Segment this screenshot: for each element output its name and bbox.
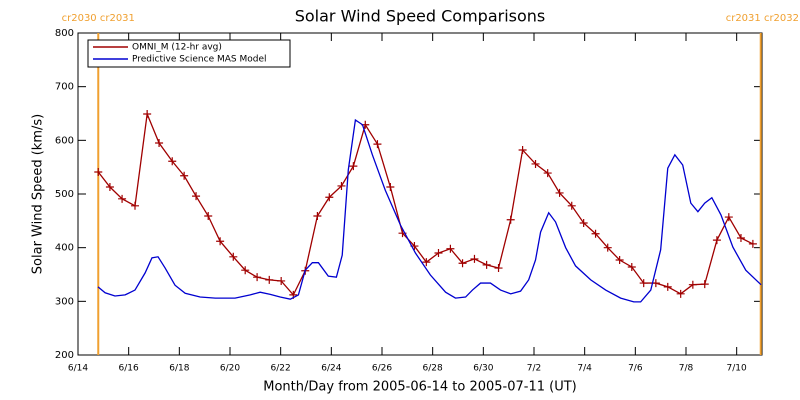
marker	[241, 266, 250, 275]
x-tick-label: 6/26	[372, 364, 392, 374]
y-tick-label: 400	[55, 243, 74, 254]
marker	[458, 259, 467, 268]
marker	[373, 140, 382, 149]
series-line	[97, 118, 762, 303]
marker	[131, 201, 139, 210]
x-tick-label: 6/20	[220, 364, 240, 374]
boundary-label: cr2031 cr2032	[726, 13, 799, 24]
marker	[313, 212, 322, 221]
marker	[748, 239, 757, 248]
marker	[277, 276, 286, 285]
x-tick-label: 7/6	[628, 364, 643, 374]
marker	[712, 236, 721, 245]
marker	[615, 256, 624, 265]
marker	[143, 110, 152, 119]
marker	[105, 183, 114, 192]
boundary-label: cr2030 cr2031	[62, 13, 135, 24]
legend-box	[87, 39, 291, 68]
marker	[482, 260, 491, 269]
x-tick-label: 7/8	[679, 364, 694, 374]
marker	[567, 201, 576, 210]
marker	[337, 181, 346, 190]
x-tick-label: 6/24	[321, 364, 341, 374]
marker	[555, 188, 564, 197]
y-tick-label: 200	[55, 350, 74, 361]
marker	[676, 289, 685, 298]
marker	[422, 258, 431, 267]
marker	[579, 218, 588, 227]
y-tick-label: 700	[55, 82, 74, 93]
marker	[118, 194, 127, 203]
x-axis-label: Month/Day from 2005-06-14 to 2005-07-11 …	[263, 380, 576, 395]
marker	[168, 157, 177, 166]
x-tick-label: 6/22	[271, 364, 291, 374]
marker	[446, 244, 455, 253]
x-tick-label: 7/2	[527, 364, 541, 374]
marker	[155, 139, 164, 148]
marker	[736, 234, 745, 243]
marker	[470, 254, 479, 263]
x-tick-label: 6/28	[423, 364, 443, 374]
marker	[253, 273, 262, 282]
x-tick-label: 6/14	[68, 364, 88, 374]
marker	[325, 193, 334, 202]
y-axis-label: Solar Wind Speed (km/s)	[31, 114, 46, 274]
marker	[663, 282, 672, 291]
marker	[180, 171, 189, 180]
marker	[94, 167, 103, 176]
marker	[627, 262, 636, 271]
marker	[192, 192, 201, 201]
marker	[700, 280, 709, 289]
x-tick-label: 6/16	[119, 364, 139, 374]
marker	[349, 162, 358, 171]
y-tick-label: 800	[55, 28, 74, 39]
marker	[386, 183, 395, 192]
marker	[639, 279, 648, 288]
chart-title: Solar Wind Speed Comparisons	[295, 7, 546, 26]
marker	[204, 212, 213, 221]
marker	[434, 249, 443, 258]
x-tick-label: 6/30	[473, 364, 493, 374]
legend-label: OMNI_M (12-hr avg)	[132, 43, 222, 53]
marker	[229, 252, 238, 261]
marker	[265, 275, 274, 284]
marker	[216, 237, 225, 246]
marker	[724, 213, 733, 222]
marker	[591, 229, 600, 238]
marker	[531, 159, 540, 168]
x-tick-label: 7/4	[577, 364, 592, 374]
marker	[543, 169, 552, 178]
marker	[506, 215, 515, 224]
marker	[651, 279, 660, 288]
marker	[518, 145, 527, 154]
marker	[688, 280, 697, 289]
y-tick-label: 500	[55, 189, 74, 200]
y-tick-label: 600	[55, 135, 74, 146]
x-tick-label: 7/10	[727, 364, 747, 374]
x-tick-label: 6/18	[169, 364, 189, 374]
y-tick-label: 300	[55, 296, 74, 307]
marker	[603, 243, 612, 252]
legend-label: Predictive Science MAS Model	[132, 55, 267, 65]
marker	[494, 264, 503, 273]
